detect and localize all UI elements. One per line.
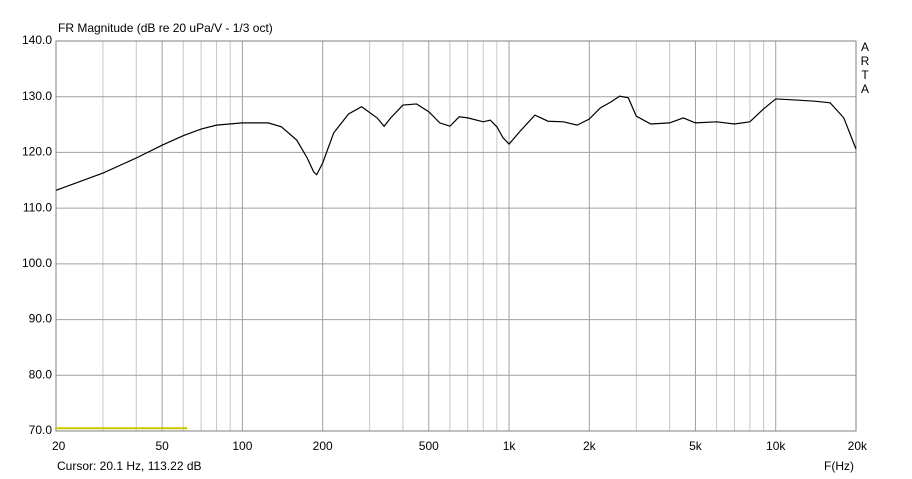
y-tick-label: 70.0 (29, 423, 53, 437)
response-curve (55, 95, 857, 191)
y-tick-label: 120.0 (22, 145, 52, 159)
brand-letter: A (861, 82, 869, 96)
x-tick-label: 50 (155, 439, 169, 453)
y-tick-label: 130.0 (22, 89, 52, 103)
brand-letter: T (861, 68, 869, 82)
brand-letter: A (861, 40, 869, 54)
plot-frame (55, 40, 857, 432)
brand-letter: R (861, 54, 870, 68)
x-tick-label: 20k (848, 439, 868, 453)
x-tick-label: 20 (52, 439, 66, 453)
x-tick-label: 200 (313, 439, 333, 453)
cursor-readout: Cursor: 20.1 Hz, 113.22 dB (57, 459, 202, 473)
x-axis-label: F(Hz) (824, 459, 854, 473)
x-tick-label: 5k (689, 439, 703, 453)
chart-title: FR Magnitude (dB re 20 uPa/V - 1/3 oct) (58, 21, 273, 35)
x-tick-label: 1k (503, 439, 517, 453)
y-tick-label: 90.0 (29, 312, 53, 326)
y-tick-label: 80.0 (29, 367, 53, 381)
x-tick-label: 2k (583, 439, 597, 453)
x-tick-label: 10k (766, 439, 786, 453)
y-tick-label: 110.0 (23, 200, 52, 214)
y-tick-label: 100.0 (22, 256, 52, 270)
x-tick-label: 100 (232, 439, 252, 453)
x-tick-label: 500 (419, 439, 439, 453)
y-tick-label: 140.0 (22, 33, 52, 47)
